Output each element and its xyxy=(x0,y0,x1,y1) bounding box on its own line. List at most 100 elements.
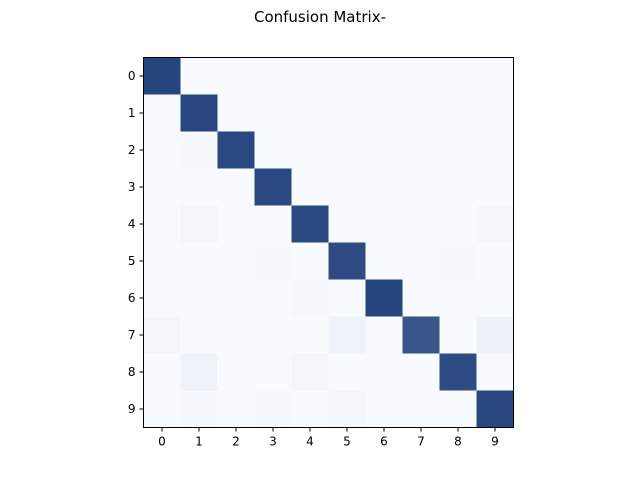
heatmap-cell-0-7 xyxy=(402,57,440,95)
heatmap-cell-7-8 xyxy=(439,316,477,354)
x-tick-label: 0 xyxy=(158,435,166,449)
heatmap-cell-5-6 xyxy=(365,242,403,280)
plot-frame xyxy=(143,57,514,428)
heatmap-cell-2-4 xyxy=(291,131,329,169)
heatmap-cell-7-2 xyxy=(217,316,255,354)
heatmap-cell-4-0 xyxy=(143,205,181,243)
y-tick-label: 4 xyxy=(128,217,136,231)
heatmap-cell-7-0 xyxy=(143,316,181,354)
y-tick-label: 6 xyxy=(128,291,136,305)
heatmap-cell-0-3 xyxy=(254,57,292,95)
heatmap-cell-8-3 xyxy=(254,353,292,391)
heatmap-cell-6-1 xyxy=(180,279,218,317)
y-tick-label: 2 xyxy=(128,143,136,157)
heatmap-cell-7-9 xyxy=(476,316,514,354)
heatmap-cell-4-9 xyxy=(476,205,514,243)
heatmap-cell-6-2 xyxy=(217,279,255,317)
heatmap-cell-6-5 xyxy=(328,279,366,317)
x-tick-label: 9 xyxy=(491,435,499,449)
heatmap-cell-5-1 xyxy=(180,242,218,280)
heatmap-cell-3-3 xyxy=(254,168,292,206)
heatmap-cell-9-1 xyxy=(180,390,218,428)
heatmap-cell-1-0 xyxy=(143,94,181,132)
heatmap-cell-0-0 xyxy=(143,57,181,95)
chart-title: Confusion Matrix- xyxy=(253,8,387,26)
heatmap-cell-9-7 xyxy=(402,390,440,428)
heatmap-cell-2-5 xyxy=(328,131,366,169)
heatmap-cell-2-6 xyxy=(365,131,403,169)
heatmap-cell-8-4 xyxy=(291,353,329,391)
heatmap-cell-1-3 xyxy=(254,94,292,132)
heatmap-cell-9-9 xyxy=(476,390,514,428)
heatmap-cell-0-8 xyxy=(439,57,477,95)
heatmap-cell-3-7 xyxy=(402,168,440,206)
heatmap-cell-4-4 xyxy=(291,205,329,243)
x-tick-label: 8 xyxy=(454,435,462,449)
heatmap-cell-4-5 xyxy=(328,205,366,243)
y-tick-label: 8 xyxy=(128,365,136,379)
heatmap-cell-6-0 xyxy=(143,279,181,317)
heatmap-cell-9-0 xyxy=(143,390,181,428)
heatmap-cell-0-9 xyxy=(476,57,514,95)
y-tick-label: 1 xyxy=(128,106,136,120)
y-tick-label: 7 xyxy=(128,328,136,342)
heatmap-cell-4-6 xyxy=(365,205,403,243)
x-tick-label: 5 xyxy=(343,435,351,449)
heatmap-cell-9-3 xyxy=(254,390,292,428)
heatmap-cell-4-2 xyxy=(217,205,255,243)
heatmap-cell-6-6 xyxy=(365,279,403,317)
heatmap-cell-7-6 xyxy=(365,316,403,354)
heatmap-cell-3-6 xyxy=(365,168,403,206)
heatmap-cell-6-4 xyxy=(291,279,329,317)
heatmap-cell-8-1 xyxy=(180,353,218,391)
heatmap-cell-0-6 xyxy=(365,57,403,95)
heatmap-cell-3-2 xyxy=(217,168,255,206)
heatmap-cell-2-2 xyxy=(217,131,255,169)
heatmap-cells xyxy=(143,57,514,428)
heatmap-cell-0-5 xyxy=(328,57,366,95)
y-tick-label: 9 xyxy=(128,402,136,416)
heatmap-cell-2-3 xyxy=(254,131,292,169)
heatmap-cell-5-2 xyxy=(217,242,255,280)
heatmap-cell-8-9 xyxy=(476,353,514,391)
heatmap-cell-2-8 xyxy=(439,131,477,169)
heatmap-cell-5-3 xyxy=(254,242,292,280)
heatmap-cell-5-8 xyxy=(439,242,477,280)
heatmap-cell-8-2 xyxy=(217,353,255,391)
x-tick-label: 4 xyxy=(306,435,314,449)
heatmap-cell-1-4 xyxy=(291,94,329,132)
heatmap-cell-2-0 xyxy=(143,131,181,169)
x-tick-label: 3 xyxy=(269,435,277,449)
y-axis-ticks: 0 1 2 3 4 5 6 7 8 9 xyxy=(128,69,144,416)
heatmap-cell-5-9 xyxy=(476,242,514,280)
heatmap-cell-1-8 xyxy=(439,94,477,132)
heatmap-cell-6-3 xyxy=(254,279,292,317)
heatmap-cell-3-0 xyxy=(143,168,181,206)
heatmap-cell-7-7 xyxy=(402,316,440,354)
heatmap-cell-1-5 xyxy=(328,94,366,132)
heatmap-cell-4-7 xyxy=(402,205,440,243)
heatmap-cell-2-1 xyxy=(180,131,218,169)
heatmap-cell-5-4 xyxy=(291,242,329,280)
heatmap-cell-9-8 xyxy=(439,390,477,428)
heatmap-cell-8-5 xyxy=(328,353,366,391)
y-tick-label: 0 xyxy=(128,69,136,83)
heatmap-cell-1-2 xyxy=(217,94,255,132)
heatmap-cell-4-8 xyxy=(439,205,477,243)
x-axis-ticks: 0 1 2 3 4 5 6 7 8 9 xyxy=(158,427,499,449)
x-tick-label: 2 xyxy=(232,435,240,449)
heatmap-cell-7-4 xyxy=(291,316,329,354)
heatmap-cell-8-0 xyxy=(143,353,181,391)
y-tick-label: 3 xyxy=(128,180,136,194)
heatmap-cell-0-4 xyxy=(291,57,329,95)
heatmap-cell-8-8 xyxy=(439,353,477,391)
heatmap-cell-9-4 xyxy=(291,390,329,428)
heatmap-cell-9-2 xyxy=(217,390,255,428)
y-tick-label: 5 xyxy=(128,254,136,268)
heatmap-cell-0-2 xyxy=(217,57,255,95)
heatmap-cell-3-1 xyxy=(180,168,218,206)
heatmap-cell-8-7 xyxy=(402,353,440,391)
heatmap-cell-9-5 xyxy=(328,390,366,428)
heatmap-cell-1-9 xyxy=(476,94,514,132)
